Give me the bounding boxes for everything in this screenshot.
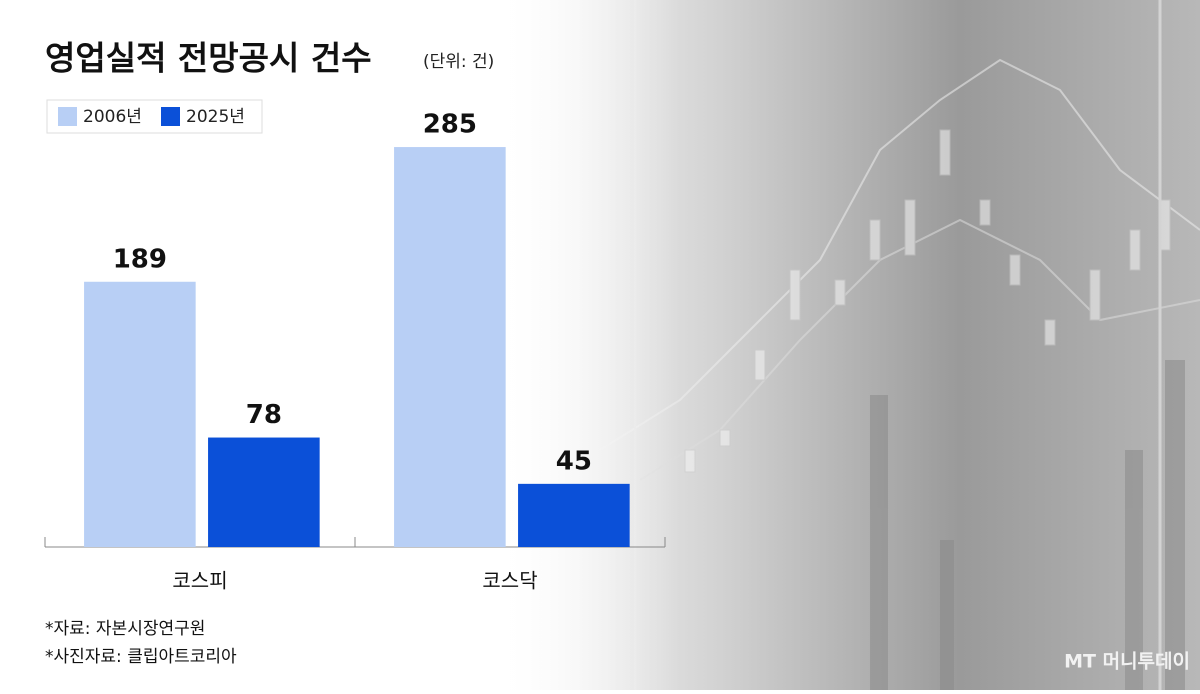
background-decoration xyxy=(599,0,1200,690)
legend-label: 2025년 xyxy=(186,107,245,127)
data-label: 285 xyxy=(423,110,477,140)
photo-note: *사진자료: 클립아트코리아 xyxy=(45,647,237,667)
chart-title: 영업실적 전망공시 건수 xyxy=(45,39,372,78)
data-label: 189 xyxy=(113,244,167,274)
chart-subtitle: (단위: 건) xyxy=(423,52,494,72)
bar xyxy=(84,281,196,547)
legend-box xyxy=(46,99,263,134)
background-fade xyxy=(480,0,680,690)
watermark: MT 머니투데이 xyxy=(1064,651,1190,673)
legend-label: 2006년 xyxy=(83,107,142,127)
data-label: 45 xyxy=(556,446,592,476)
legend-swatch xyxy=(58,107,77,126)
data-label: 78 xyxy=(246,400,282,430)
x-tick-label: 코스피 xyxy=(172,569,227,593)
source-note: *자료: 자본시장연구원 xyxy=(45,619,205,639)
bar xyxy=(394,147,506,548)
bar xyxy=(208,437,320,547)
legend-swatch xyxy=(161,107,180,126)
bar xyxy=(518,483,630,547)
x-tick-label: 코스닥 xyxy=(482,569,537,593)
